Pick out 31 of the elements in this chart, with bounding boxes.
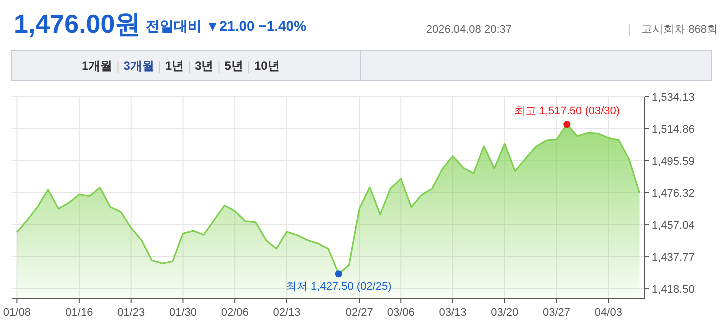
x-tick-label: 02/27 — [346, 307, 374, 319]
y-tick-label: 1,437.77 — [652, 252, 695, 264]
text: 5년 — [224, 59, 244, 73]
chart-subtitle: 전일대비 ▼21.00 −1.40% — [146, 18, 308, 34]
text: 10년 — [254, 59, 280, 73]
x-tick-label: 01/30 — [169, 307, 197, 319]
y-tick-label: 1,514.86 — [652, 124, 695, 136]
text: 2026.04.08 20:37 — [426, 24, 512, 36]
annotation: 최고 1,517.50 (03/30) — [514, 106, 620, 118]
x-tick-label: 01/16 — [66, 307, 94, 319]
text: 1개월 — [82, 59, 113, 73]
x-tick-label: 01/08 — [3, 307, 31, 319]
x-tick-label: 04/03 — [594, 307, 622, 319]
y-tick-label: 1,495.59 — [652, 156, 695, 168]
x-tick-label: 02/06 — [221, 307, 249, 319]
y-tick-label: 1,534.13 — [652, 92, 695, 104]
y-tick-label: 1,476.32 — [652, 188, 695, 200]
x-tick-label: 03/06 — [387, 307, 415, 319]
text: 1년 — [165, 59, 184, 73]
text: 3년 — [195, 59, 214, 73]
y-tick-label: 1,418.50 — [652, 284, 695, 296]
chart-title: 1,476.00원 — [14, 9, 142, 39]
x-tick-label: 02/13 — [273, 307, 301, 319]
x-tick-label: 03/13 — [439, 307, 467, 319]
y-tick-label: 1,457.04 — [652, 220, 695, 232]
text: 3개월 — [124, 59, 154, 73]
x-tick-label: 01/23 — [118, 307, 146, 319]
text: 고시회차 868회 — [642, 24, 718, 36]
annotation: 최저 1,427.50 (02/25) — [286, 281, 392, 294]
x-tick-label: 03/27 — [543, 307, 571, 319]
x-tick-label: 03/20 — [491, 307, 519, 319]
